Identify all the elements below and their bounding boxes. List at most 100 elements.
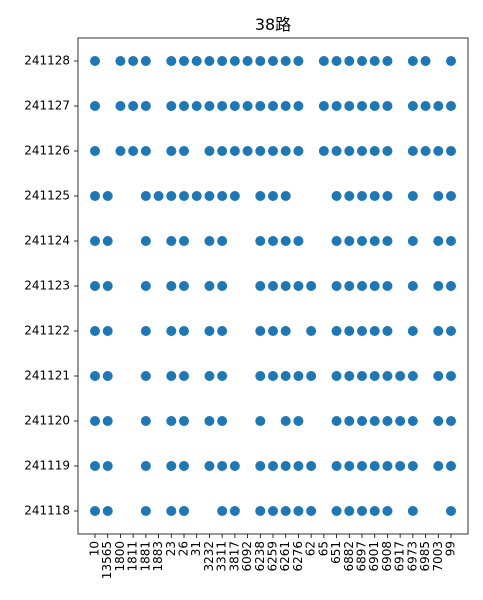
- x-tick-label: 62: [304, 541, 318, 556]
- point: [344, 416, 355, 426]
- point: [280, 101, 291, 111]
- point: [344, 236, 355, 246]
- point: [179, 461, 189, 471]
- point: [357, 461, 367, 471]
- point: [179, 326, 189, 336]
- point: [369, 281, 380, 291]
- point: [90, 416, 100, 426]
- point: [191, 56, 202, 66]
- point: [217, 326, 228, 336]
- point: [242, 146, 253, 156]
- point: [166, 371, 177, 381]
- point: [446, 281, 456, 291]
- x-tick-label: 1881: [138, 541, 152, 572]
- point: [128, 101, 139, 111]
- point: [293, 236, 304, 246]
- y-tick-label: 241119: [24, 459, 70, 473]
- point: [280, 56, 291, 66]
- point: [433, 236, 444, 246]
- point: [128, 56, 139, 66]
- point: [433, 101, 444, 111]
- point: [331, 461, 342, 471]
- point: [166, 146, 177, 156]
- point: [140, 326, 151, 336]
- point: [242, 101, 253, 111]
- x-tick-label: 13565: [100, 541, 114, 579]
- point: [420, 56, 431, 66]
- point: [268, 56, 278, 66]
- point: [204, 371, 215, 381]
- point: [280, 416, 291, 426]
- point: [217, 236, 228, 246]
- point: [293, 461, 304, 471]
- point: [191, 191, 202, 201]
- point: [255, 56, 266, 66]
- point: [446, 506, 456, 516]
- point: [369, 371, 380, 381]
- point: [357, 416, 367, 426]
- point: [369, 326, 380, 336]
- point: [255, 101, 266, 111]
- point: [268, 101, 278, 111]
- point: [166, 281, 177, 291]
- point: [395, 416, 406, 426]
- point: [369, 506, 380, 516]
- x-tick-label: 6908: [380, 541, 394, 572]
- point: [217, 371, 228, 381]
- point: [217, 146, 228, 156]
- point: [369, 191, 380, 201]
- point: [179, 281, 189, 291]
- y-tick-label: 241120: [24, 414, 70, 428]
- point: [446, 146, 456, 156]
- point: [407, 56, 418, 66]
- point: [204, 101, 215, 111]
- point: [179, 56, 189, 66]
- point: [407, 191, 418, 201]
- y-tick-label: 241121: [24, 369, 70, 383]
- point: [153, 191, 164, 201]
- point: [90, 236, 100, 246]
- point: [204, 461, 215, 471]
- point: [407, 146, 418, 156]
- point: [115, 56, 126, 66]
- point: [280, 191, 291, 201]
- point: [344, 56, 355, 66]
- point: [344, 191, 355, 201]
- point: [102, 326, 113, 336]
- x-tick-label: 3311: [215, 541, 229, 572]
- point: [268, 326, 278, 336]
- point: [140, 461, 151, 471]
- point: [433, 371, 444, 381]
- x-tick-label: 1800: [113, 541, 127, 572]
- point: [280, 236, 291, 246]
- x-tick-label: 6092: [240, 541, 254, 572]
- point: [446, 371, 456, 381]
- point: [102, 236, 113, 246]
- point: [382, 191, 393, 201]
- point: [293, 146, 304, 156]
- point: [268, 281, 278, 291]
- point: [293, 101, 304, 111]
- point: [344, 281, 355, 291]
- point: [395, 461, 406, 471]
- point: [204, 191, 215, 201]
- point: [280, 371, 291, 381]
- point: [255, 281, 266, 291]
- point: [344, 461, 355, 471]
- point: [140, 236, 151, 246]
- point: [331, 191, 342, 201]
- point: [446, 191, 456, 201]
- point: [331, 506, 342, 516]
- point: [357, 146, 367, 156]
- point: [407, 416, 418, 426]
- point: [268, 371, 278, 381]
- point: [166, 56, 177, 66]
- point: [140, 506, 151, 516]
- point: [204, 236, 215, 246]
- point: [433, 416, 444, 426]
- point: [255, 191, 266, 201]
- point: [255, 416, 266, 426]
- x-tick-label: 6261: [278, 541, 292, 572]
- x-tick-label: 6917: [393, 541, 407, 572]
- point: [128, 146, 139, 156]
